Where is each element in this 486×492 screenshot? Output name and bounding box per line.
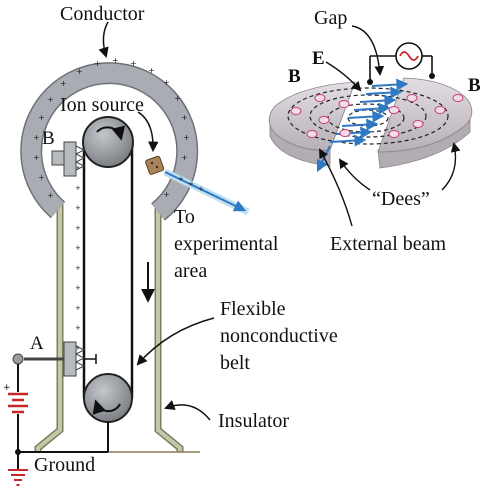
ion-source — [145, 156, 164, 175]
belt-label-line3: belt — [220, 352, 250, 374]
dees-pointer-right — [442, 144, 456, 190]
gap-pointer — [352, 26, 380, 74]
svg-text:+: + — [75, 224, 81, 232]
ac-source — [367, 43, 435, 85]
svg-text:+: + — [75, 264, 81, 272]
svg-text:+: + — [75, 184, 81, 192]
svg-text:+: + — [181, 153, 188, 162]
ion-source-label: Ion source — [60, 94, 144, 116]
svg-text:+: + — [181, 113, 188, 122]
belt-charges: +++ +++ +++ + — [75, 164, 81, 352]
svg-text:+: + — [163, 78, 170, 87]
belt-pointer — [138, 318, 214, 364]
svg-text:+: + — [75, 324, 81, 332]
svg-text:+: + — [33, 133, 40, 142]
svg-text:+: + — [38, 173, 45, 182]
svg-text:+: + — [130, 59, 137, 68]
ion-source-pointer — [138, 112, 153, 150]
svg-text:+: + — [47, 191, 54, 200]
conductor-pointer — [103, 22, 108, 56]
top-pulley — [83, 117, 133, 167]
insulator-label: Insulator — [218, 410, 289, 432]
insulator-pointer — [166, 405, 210, 420]
experimental-area-label-line2: experimental — [174, 233, 279, 255]
brush-a-label: A — [30, 333, 44, 354]
battery-icon: + — [3, 383, 28, 412]
svg-text:+: + — [163, 190, 170, 199]
cyclotron: Gap E B B “Dees” External beam — [269, 7, 481, 255]
svg-text:+: + — [60, 79, 67, 88]
svg-text:+: + — [75, 284, 81, 292]
dees-label: “Dees” — [372, 188, 430, 210]
dees — [269, 78, 472, 168]
conductor-label: Conductor — [60, 3, 145, 25]
dees-pointer-left — [340, 160, 370, 190]
svg-text:+: + — [94, 59, 101, 68]
brush-b-label: B — [42, 128, 55, 149]
bottom-pulley — [84, 374, 132, 422]
svg-text:+: + — [188, 180, 194, 188]
svg-text:+: + — [76, 67, 83, 76]
ground-icon — [8, 470, 28, 485]
svg-text:+: + — [3, 383, 11, 393]
svg-text:+: + — [183, 133, 190, 142]
belt-label-line1: Flexible — [220, 298, 286, 320]
svg-text:+: + — [198, 185, 204, 193]
belt-label-line2: nonconductive — [220, 325, 338, 347]
svg-text:+: + — [75, 244, 81, 252]
svg-text:+: + — [112, 56, 119, 65]
svg-text:+: + — [33, 153, 40, 162]
b-field-label-right: B — [468, 75, 481, 96]
e-field-label: E — [312, 48, 325, 69]
svg-text:+: + — [75, 204, 81, 212]
svg-text:+: + — [75, 304, 81, 312]
svg-text:+: + — [174, 94, 181, 103]
svg-text:+: + — [38, 113, 45, 122]
svg-text:+: + — [178, 175, 184, 183]
svg-text:+: + — [148, 66, 155, 75]
svg-text:+: + — [47, 95, 54, 104]
experimental-area-label-line3: area — [174, 260, 207, 282]
b-field-label-left: B — [288, 66, 301, 87]
gap-label: Gap — [314, 7, 347, 29]
experimental-area-label-line1: To — [174, 206, 195, 228]
external-beam-label: External beam — [330, 233, 446, 255]
ground-label: Ground — [34, 454, 95, 476]
